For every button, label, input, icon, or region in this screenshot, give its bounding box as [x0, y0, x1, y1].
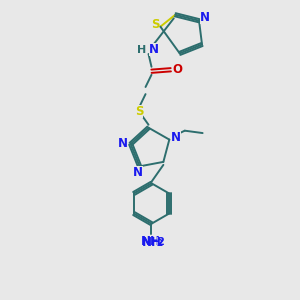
Text: N: N — [171, 131, 181, 144]
Text: O: O — [172, 63, 182, 76]
Text: N: N — [200, 11, 210, 24]
Text: S: S — [151, 18, 159, 31]
Text: N: N — [148, 43, 159, 56]
Text: N: N — [118, 137, 128, 150]
Text: H: H — [137, 45, 146, 55]
Text: S: S — [135, 105, 143, 118]
Text: 2: 2 — [157, 236, 164, 247]
Text: N: N — [133, 166, 143, 179]
Text: NH: NH — [141, 235, 161, 248]
Text: NH: NH — [142, 236, 161, 249]
Text: 2: 2 — [157, 239, 163, 248]
